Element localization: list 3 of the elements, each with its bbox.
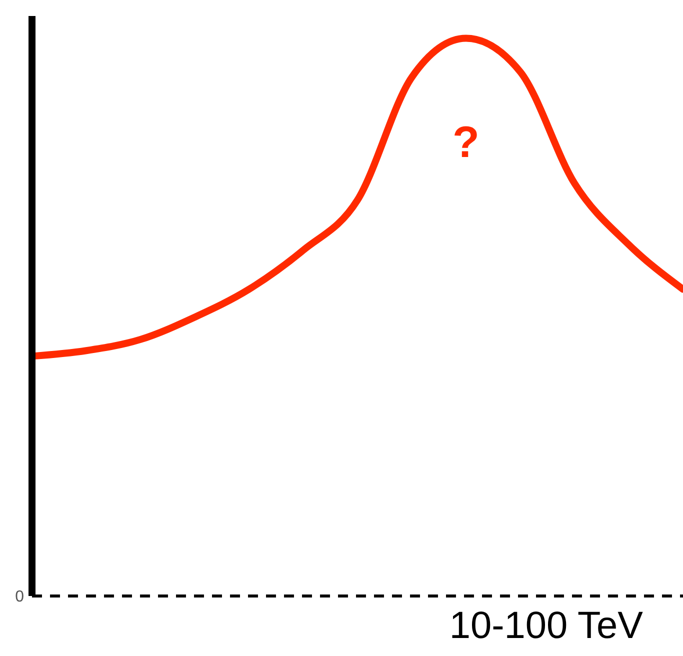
ref-line-label: 0 [15, 588, 24, 606]
annotation: ? [452, 118, 480, 168]
text: 10-100 TeV [449, 605, 643, 648]
